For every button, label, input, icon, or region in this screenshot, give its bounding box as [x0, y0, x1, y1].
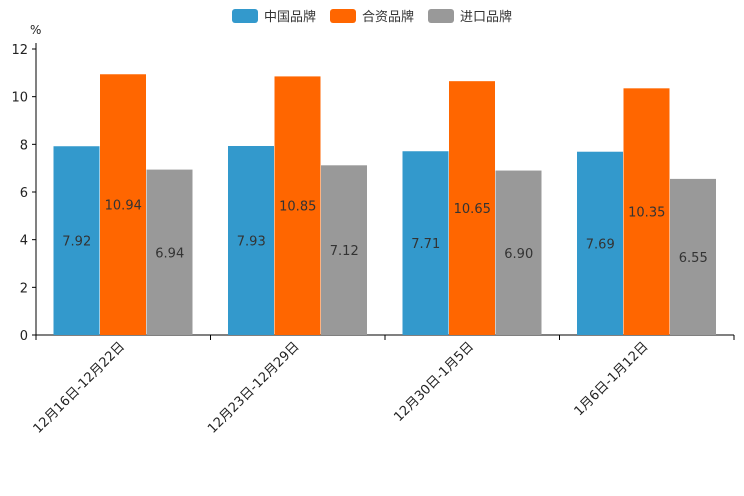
- y-tick-label: 10: [11, 91, 28, 106]
- bar-data-label: 10.65: [454, 202, 491, 217]
- bar-data-label: 7.92: [62, 235, 91, 250]
- bar-data-label: 6.94: [155, 246, 184, 261]
- bar-data-label: 6.55: [679, 251, 708, 266]
- y-tick-label: 4: [20, 234, 28, 249]
- bar-data-label: 7.69: [586, 237, 615, 252]
- x-category-label: 12月30日-1月5日: [391, 339, 477, 425]
- x-category-label: 12月23日-12月29日: [205, 339, 302, 436]
- bar-data-label: 6.90: [504, 247, 533, 262]
- y-tick-label: 2: [20, 281, 28, 296]
- y-tick-label: 8: [20, 138, 28, 153]
- y-axis-unit: %: [30, 23, 41, 37]
- bar-data-label: 10.35: [628, 206, 665, 221]
- x-category-label: 12月16日-12月22日: [31, 339, 128, 436]
- bar-data-label: 10.85: [279, 200, 316, 215]
- y-tick-label: 6: [20, 186, 28, 201]
- x-category-label: 1月6日-1月12日: [572, 339, 652, 419]
- bar-data-label: 7.12: [330, 244, 359, 259]
- bar-data-label: 10.94: [105, 199, 142, 214]
- bar-chart: % 0 2 4 6 8 10 12 7.92 7.93 7.71 7.69 10.94 10.85 10.…: [0, 0, 744, 496]
- chart-root: 中国品牌 合资品牌 进口品牌 % 0 2 4 6 8 10 12 7.92 7.93 7.71 7.…: [0, 0, 744, 496]
- bar-data-label: 7.71: [411, 237, 440, 252]
- bar-data-label: 7.93: [237, 235, 266, 250]
- y-tick-label: 12: [11, 43, 28, 58]
- y-tick-label: 0: [20, 329, 28, 344]
